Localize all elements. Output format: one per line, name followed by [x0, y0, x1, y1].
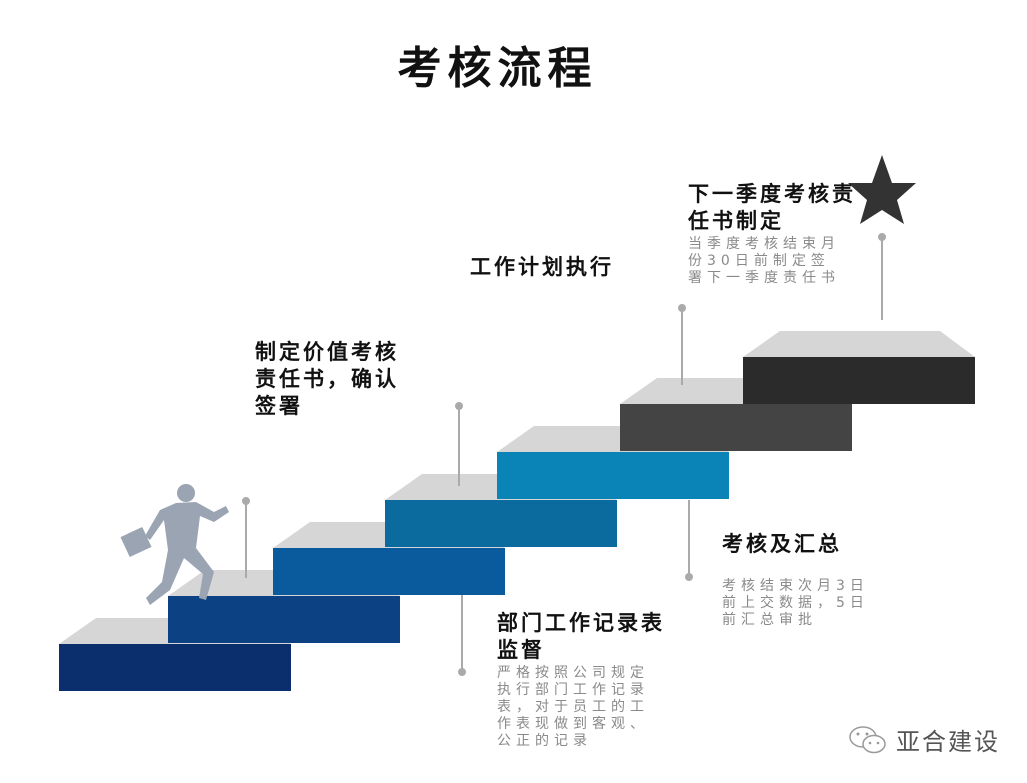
stair-step-7	[743, 357, 975, 404]
step5-heading: 下一季度考核责任书制定	[688, 182, 856, 233]
step1-heading: 制定价值考核责任书，确认签署	[255, 340, 399, 418]
stair-step-2	[168, 596, 400, 643]
page-title: 考核流程	[397, 43, 598, 94]
step5-desc: 当季度考核结束月份30日前制定签署下一季度责任书	[688, 236, 840, 286]
stair-step-5	[497, 452, 729, 499]
connector-dot	[455, 402, 463, 410]
brand-name: 亚合建设	[896, 728, 1000, 756]
step2-desc: 严格按照公司规定执行部门工作记录表，对于员工的工作表现做到客观、公正的记录	[497, 665, 649, 749]
step4-desc: 考核结束次月3日前上交数据，5日前汇总审批	[722, 578, 869, 628]
stair-step-4	[385, 500, 617, 547]
stair-step-6	[620, 404, 852, 451]
stair-step-1	[59, 644, 291, 691]
connector-dot	[458, 668, 466, 676]
step2-heading: 部门工作记录表监督	[497, 611, 665, 662]
stair-top-7	[743, 331, 975, 357]
connector-dot	[685, 573, 693, 581]
brand-watermark: 亚合建设	[848, 722, 1000, 757]
wechat-icon	[849, 725, 886, 753]
step3-heading: 工作计划执行	[470, 255, 614, 279]
stair-step-3	[273, 548, 505, 595]
step4-heading: 考核及汇总	[722, 532, 842, 556]
runner-figure	[120, 484, 229, 605]
star-icon	[848, 155, 916, 224]
connector-dot	[242, 497, 250, 505]
connector-dot	[878, 233, 886, 241]
connector-dot	[678, 304, 686, 312]
